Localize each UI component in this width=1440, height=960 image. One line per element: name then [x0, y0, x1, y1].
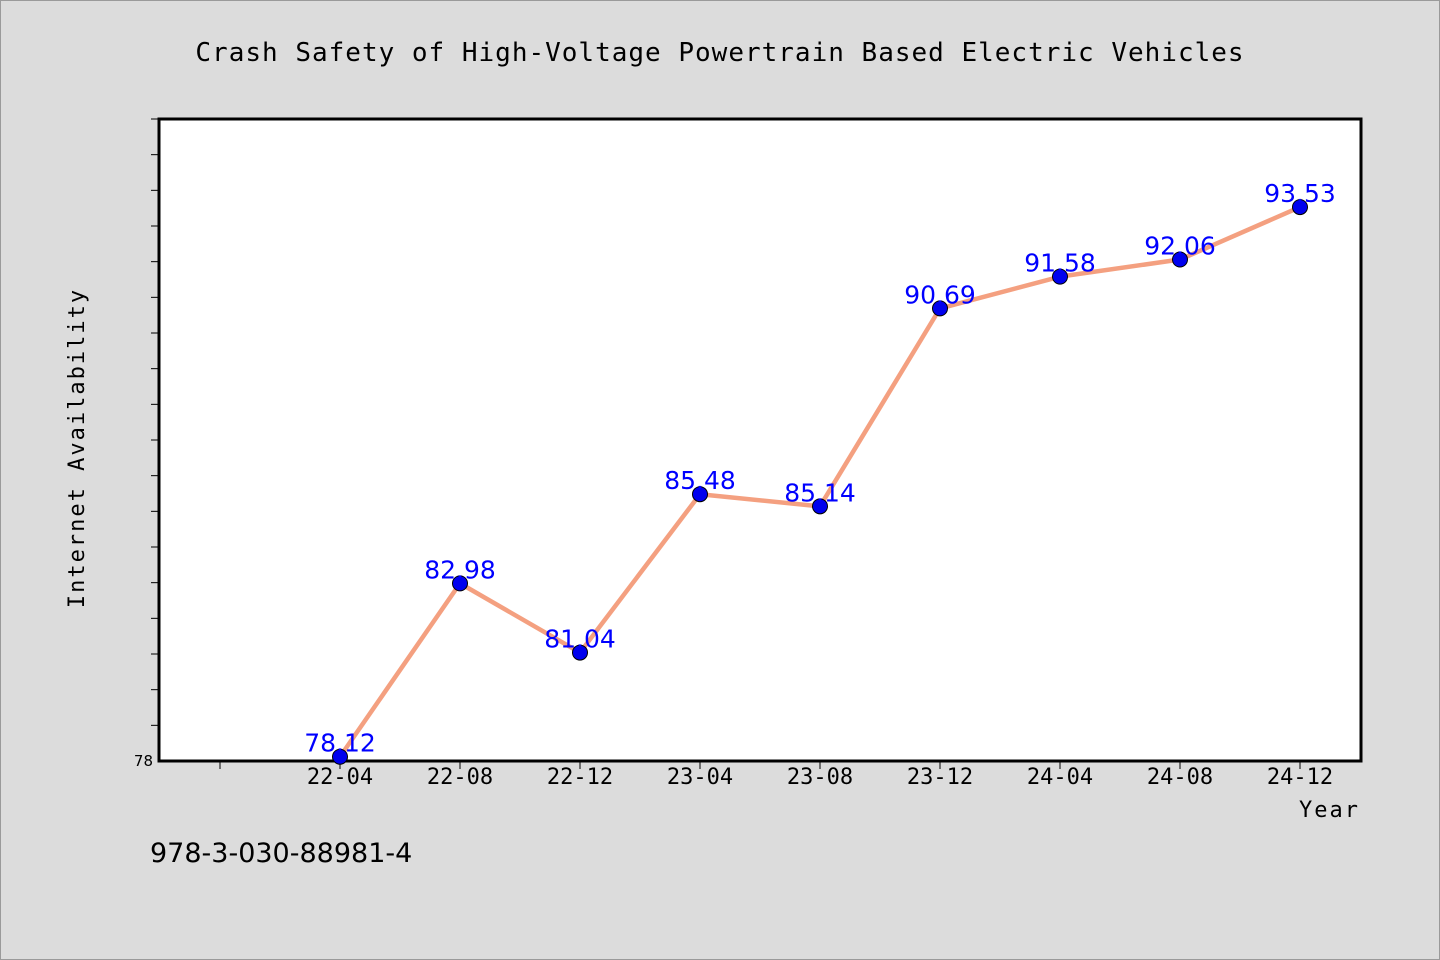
data-point	[1172, 251, 1188, 268]
data-labels: 78.12 82.98 81.04 85.48 85.14 90.69 91.58 92.06…	[304, 179, 1336, 758]
data-point	[812, 498, 828, 515]
y-axis-label: Internet Availability	[65, 288, 90, 608]
axis-ticks: 22-04 22-08 22-12 23-04 23-08 23-12 24-04 24-08…	[151, 118, 1333, 790]
data-point	[452, 575, 468, 592]
data-point	[1052, 268, 1068, 285]
x-tick-label: 23-12	[907, 765, 973, 790]
data-label: 82.98	[424, 555, 496, 584]
y-tick-label-min: 78	[134, 752, 153, 770]
x-tick-label: 24-04	[1027, 765, 1093, 790]
x-tick-label: 22-12	[547, 765, 613, 790]
x-tick-label: 23-04	[667, 765, 733, 790]
data-point	[332, 748, 348, 765]
data-point	[1292, 199, 1308, 216]
data-point	[932, 300, 948, 317]
data-label: 78.12	[304, 729, 376, 758]
chart-title: Crash Safety of High-Voltage Powertrain …	[195, 38, 1244, 68]
x-tick-label: 24-12	[1267, 765, 1333, 790]
x-tick-label: 24-08	[1147, 765, 1213, 790]
x-tick-label: 23-08	[787, 765, 853, 790]
data-label: 91.58	[1024, 249, 1096, 278]
x-tick-label: 22-04	[307, 765, 373, 790]
data-label: 93.53	[1264, 179, 1336, 208]
plot-area	[157, 117, 1363, 763]
x-axis-label: Year	[1299, 798, 1360, 823]
footnote-isbn: 978-3-030-88981-4	[150, 838, 412, 869]
data-point	[692, 486, 708, 503]
data-label: 85.14	[784, 478, 856, 507]
data-point	[572, 644, 588, 661]
data-label: 92.06	[1144, 232, 1216, 261]
data-label: 90.69	[904, 280, 976, 309]
data-label: 81.04	[544, 625, 616, 654]
data-label: 85.48	[664, 466, 736, 495]
x-tick-label: 22-08	[427, 765, 493, 790]
series-markers	[332, 199, 1308, 765]
